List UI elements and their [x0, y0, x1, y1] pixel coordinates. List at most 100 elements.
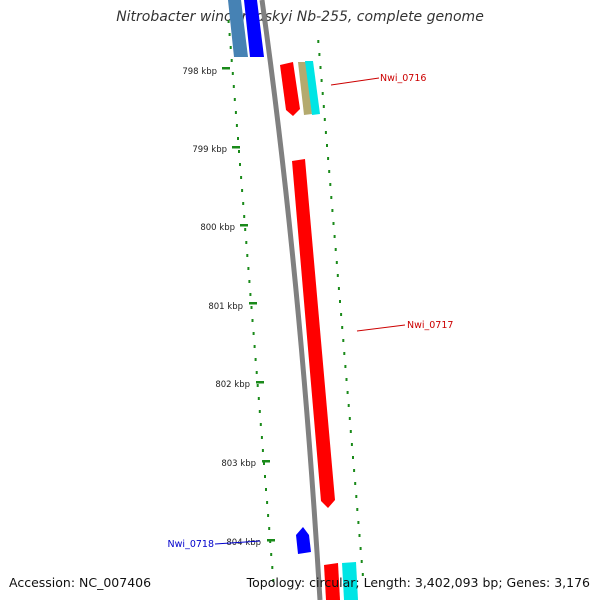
guide-dot: [317, 40, 320, 43]
guide-dot: [267, 514, 270, 517]
guide-dot: [321, 92, 324, 95]
guide-dot: [261, 449, 264, 452]
guide-dot: [270, 553, 273, 556]
guide-dot: [229, 46, 232, 49]
guide-dot: [266, 501, 269, 504]
guide-dot: [263, 462, 265, 465]
guide-dot: [329, 183, 332, 186]
gene-arrow-red-bottom[interactable]: [324, 563, 340, 600]
tick-mark: [256, 381, 264, 384]
guide-dot: [322, 105, 325, 108]
backbone-line: [259, 0, 323, 600]
guide-dot: [271, 566, 274, 569]
guide-dot: [265, 488, 267, 491]
guide-dot: [326, 144, 328, 147]
guide-dot: [257, 397, 260, 400]
guide-dot: [258, 410, 261, 413]
label-leader-0718: [214, 540, 261, 545]
guide-dot: [249, 293, 252, 296]
guide-dot: [231, 72, 234, 75]
guide-dot: [353, 469, 356, 472]
guide-dot: [361, 573, 364, 576]
guide-dot: [254, 358, 257, 361]
tick-label: 802 kbp: [215, 380, 250, 390]
gene-arrow-blue-0718[interactable]: [296, 527, 311, 554]
guide-dot: [354, 482, 357, 485]
guide-dot: [240, 176, 243, 179]
guide-dot: [255, 371, 258, 374]
gene-label-0717[interactable]: Nwi_0717: [407, 320, 453, 331]
guide-dot: [339, 300, 341, 303]
guide-dot: [237, 137, 239, 140]
guide-dot: [248, 280, 251, 283]
guide-dot: [243, 215, 246, 218]
guide-dot: [335, 261, 338, 264]
guide-dot: [360, 560, 363, 563]
gene-arrow-cyan-bottom[interactable]: [342, 562, 358, 600]
guide-dot: [264, 475, 266, 478]
guide-dot: [344, 365, 347, 368]
guide-dot: [348, 417, 351, 420]
guide-dot: [356, 508, 359, 511]
guide-dot: [256, 384, 259, 387]
guide-dot: [272, 579, 275, 582]
guide-dot: [359, 547, 362, 550]
tick-label: 803 kbp: [221, 459, 256, 469]
guide-dot: [260, 436, 263, 439]
genome-title: Nitrobacter winogradskyi Nb-255, complet…: [116, 9, 484, 25]
tick-mark: [240, 224, 248, 227]
guide-dot: [330, 196, 333, 199]
guide-dot: [323, 118, 326, 121]
gene-arrow-steelblue[interactable]: [228, 0, 248, 57]
guide-dot: [341, 326, 344, 329]
gene-label-0716[interactable]: Nwi_0716: [380, 73, 426, 84]
right-dotted-guide: [317, 40, 364, 576]
guide-dot: [349, 430, 352, 433]
gene-arrow-red-0716[interactable]: [280, 62, 300, 116]
gene-label-0718[interactable]: Nwi_0718: [168, 539, 214, 550]
guide-dot: [336, 274, 339, 277]
guide-dot: [253, 345, 256, 348]
guide-dot: [327, 157, 330, 160]
guide-dot: [337, 287, 340, 290]
guide-dot: [318, 53, 321, 56]
guide-dot: [352, 456, 354, 459]
tick-label: 804 kbp: [226, 538, 261, 548]
guide-dot: [250, 306, 253, 309]
gene-arrow-cyan-top[interactable]: [305, 61, 320, 115]
topology-text: Topology: circular; Length: 3,402,093 bp…: [246, 575, 590, 590]
kbp-ticks: 798 kbp 799 kbp 800 kbp 801 kbp 802 kbp …: [182, 67, 275, 548]
guide-dot: [252, 332, 255, 335]
guide-dot: [343, 352, 346, 355]
guide-dot: [350, 443, 353, 446]
guide-dot: [342, 339, 345, 342]
tick-label: 800 kbp: [200, 223, 235, 233]
guide-dot: [228, 33, 231, 36]
guide-dot: [238, 150, 240, 153]
guide-dot: [247, 267, 250, 270]
guide-dot: [340, 313, 343, 316]
guide-dot: [233, 98, 236, 101]
gene-arrow-blue-top[interactable]: [244, 0, 264, 57]
gene-arrow-red-0717[interactable]: [292, 159, 335, 508]
guide-dot: [346, 391, 349, 394]
guide-dot: [230, 59, 233, 62]
accession-text: Accession: NC_007406: [9, 575, 152, 590]
guide-dot: [239, 163, 241, 166]
guide-dot: [358, 534, 361, 537]
tick-label: 801 kbp: [208, 302, 243, 312]
tick-mark: [249, 302, 257, 305]
guide-dot: [242, 202, 245, 205]
guide-dot: [333, 235, 336, 238]
tick-mark: [262, 460, 270, 463]
guide-dot: [245, 241, 248, 244]
guide-dot: [234, 111, 237, 114]
guide-dot: [241, 189, 244, 192]
guide-dot: [357, 521, 360, 524]
guide-dot: [251, 319, 254, 322]
gene-arrow-khaki[interactable]: [298, 62, 312, 115]
tick-label: 798 kbp: [182, 67, 217, 77]
guide-dot: [345, 378, 348, 381]
tick-label: 799 kbp: [192, 145, 227, 155]
